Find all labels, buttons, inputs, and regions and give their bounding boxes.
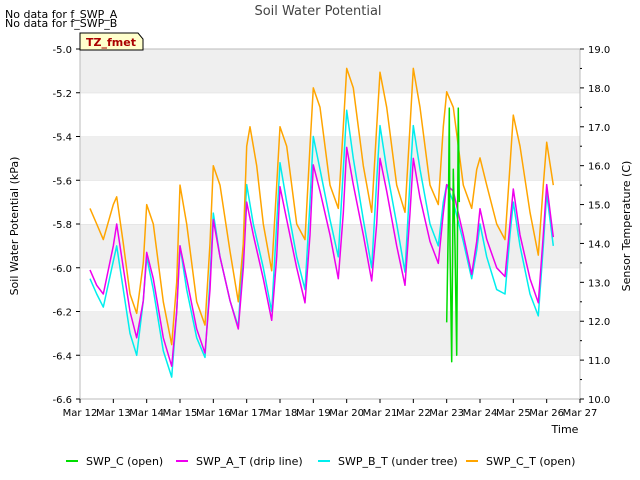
y-axis-right-label: Sensor Temperature (C) (620, 161, 633, 292)
x-tick-label: Mar 15 (163, 408, 198, 419)
site-label: TZ_fmet (86, 36, 136, 49)
x-tick-label: Mar 21 (363, 408, 398, 419)
x-tick-label: Mar 19 (296, 408, 331, 419)
y-axis-left-label: Soil Water Potential (kPa) (8, 157, 21, 296)
x-tick-label: Mar 13 (96, 408, 131, 419)
x-tick-label: Mar 17 (229, 408, 264, 419)
grid-band (80, 355, 580, 399)
legend-label-swp-b-t: SWP_B_T (under tree) (338, 455, 458, 468)
legend-label-swp-a-t: SWP_A_T (drip line) (196, 455, 303, 468)
x-tick-label: Mar 27 (563, 408, 598, 419)
y-right-tick-label: 11.0 (588, 356, 610, 367)
grid-band (80, 311, 580, 356)
y-left-tick-label: -5.6 (52, 176, 72, 187)
y-right-tick-label: 12.0 (588, 317, 610, 328)
legend-label-swp-c: SWP_C (open) (86, 455, 163, 468)
x-tick-label: Mar 14 (129, 408, 164, 419)
y-right-tick-label: 16.0 (588, 162, 610, 173)
grid-band (80, 49, 580, 93)
grid-bands (80, 48, 580, 399)
y-right-tick-label: 10.0 (588, 395, 610, 406)
site-label-box: TZ_fmet (79, 32, 144, 51)
legend-label-swp-c-t: SWP_C_T (open) (486, 455, 575, 468)
x-tick-label: Mar 20 (329, 408, 364, 419)
x-tick-label: Mar 16 (196, 408, 231, 419)
x-tick-label: Mar 26 (529, 408, 564, 419)
grid-band (80, 136, 580, 181)
legend: SWP_C (open) SWP_A_T (drip line) SWP_B_T (… (66, 455, 575, 468)
series-line-swp-b-t (89, 109, 555, 378)
series-line-swp-a-t (89, 146, 555, 367)
y-left-tick-label: -6.6 (52, 395, 72, 406)
x-tick-label: Mar 12 (63, 408, 98, 419)
x-tick-label: Mar 22 (396, 408, 431, 419)
y-left-tick-label: -5.0 (52, 45, 72, 56)
grid-band (80, 224, 580, 268)
y-right-tick-label: 17.0 (588, 123, 610, 134)
series-line-swp-c (445, 107, 461, 363)
x-tick-label: Mar 24 (463, 408, 498, 419)
y-left-tick-label: -6.0 (52, 264, 72, 275)
y-left-tick-label: -6.4 (52, 351, 72, 362)
y-right-tick-label: 18.0 (588, 84, 610, 95)
x-tick-label: Mar 23 (429, 408, 464, 419)
x-axis-label: Time (551, 423, 579, 436)
x-tick-label: Mar 18 (263, 408, 298, 419)
y-right-tick-label: 15.0 (588, 201, 610, 212)
series-layer (89, 67, 555, 378)
y-left-tick-label: -5.4 (52, 133, 72, 144)
y-left-tick-label: -5.8 (52, 220, 72, 231)
chart-title: Soil Water Potential (254, 4, 381, 19)
y-right-tick-label: 14.0 (588, 239, 610, 250)
y-left-tick-label: -6.2 (52, 308, 72, 319)
y-left-tick-label: -5.2 (52, 89, 72, 100)
no-data-note-b: No data for f_SWP_B (5, 17, 118, 30)
y-right-tick-label: 13.0 (588, 278, 610, 289)
grid-band (80, 92, 580, 137)
y-right-tick-label: 19.0 (588, 45, 610, 56)
no-data-note-a: No data for f_SWP_A (5, 8, 118, 21)
series-line-swp-c-t (89, 67, 555, 346)
axes-ticks: -6.6 -6.4 -6.2 -6.0 -5.8 -5.6 -5.4 -5.2 -5.0 10.0… (52, 45, 610, 419)
x-tick-label: Mar 25 (496, 408, 531, 419)
